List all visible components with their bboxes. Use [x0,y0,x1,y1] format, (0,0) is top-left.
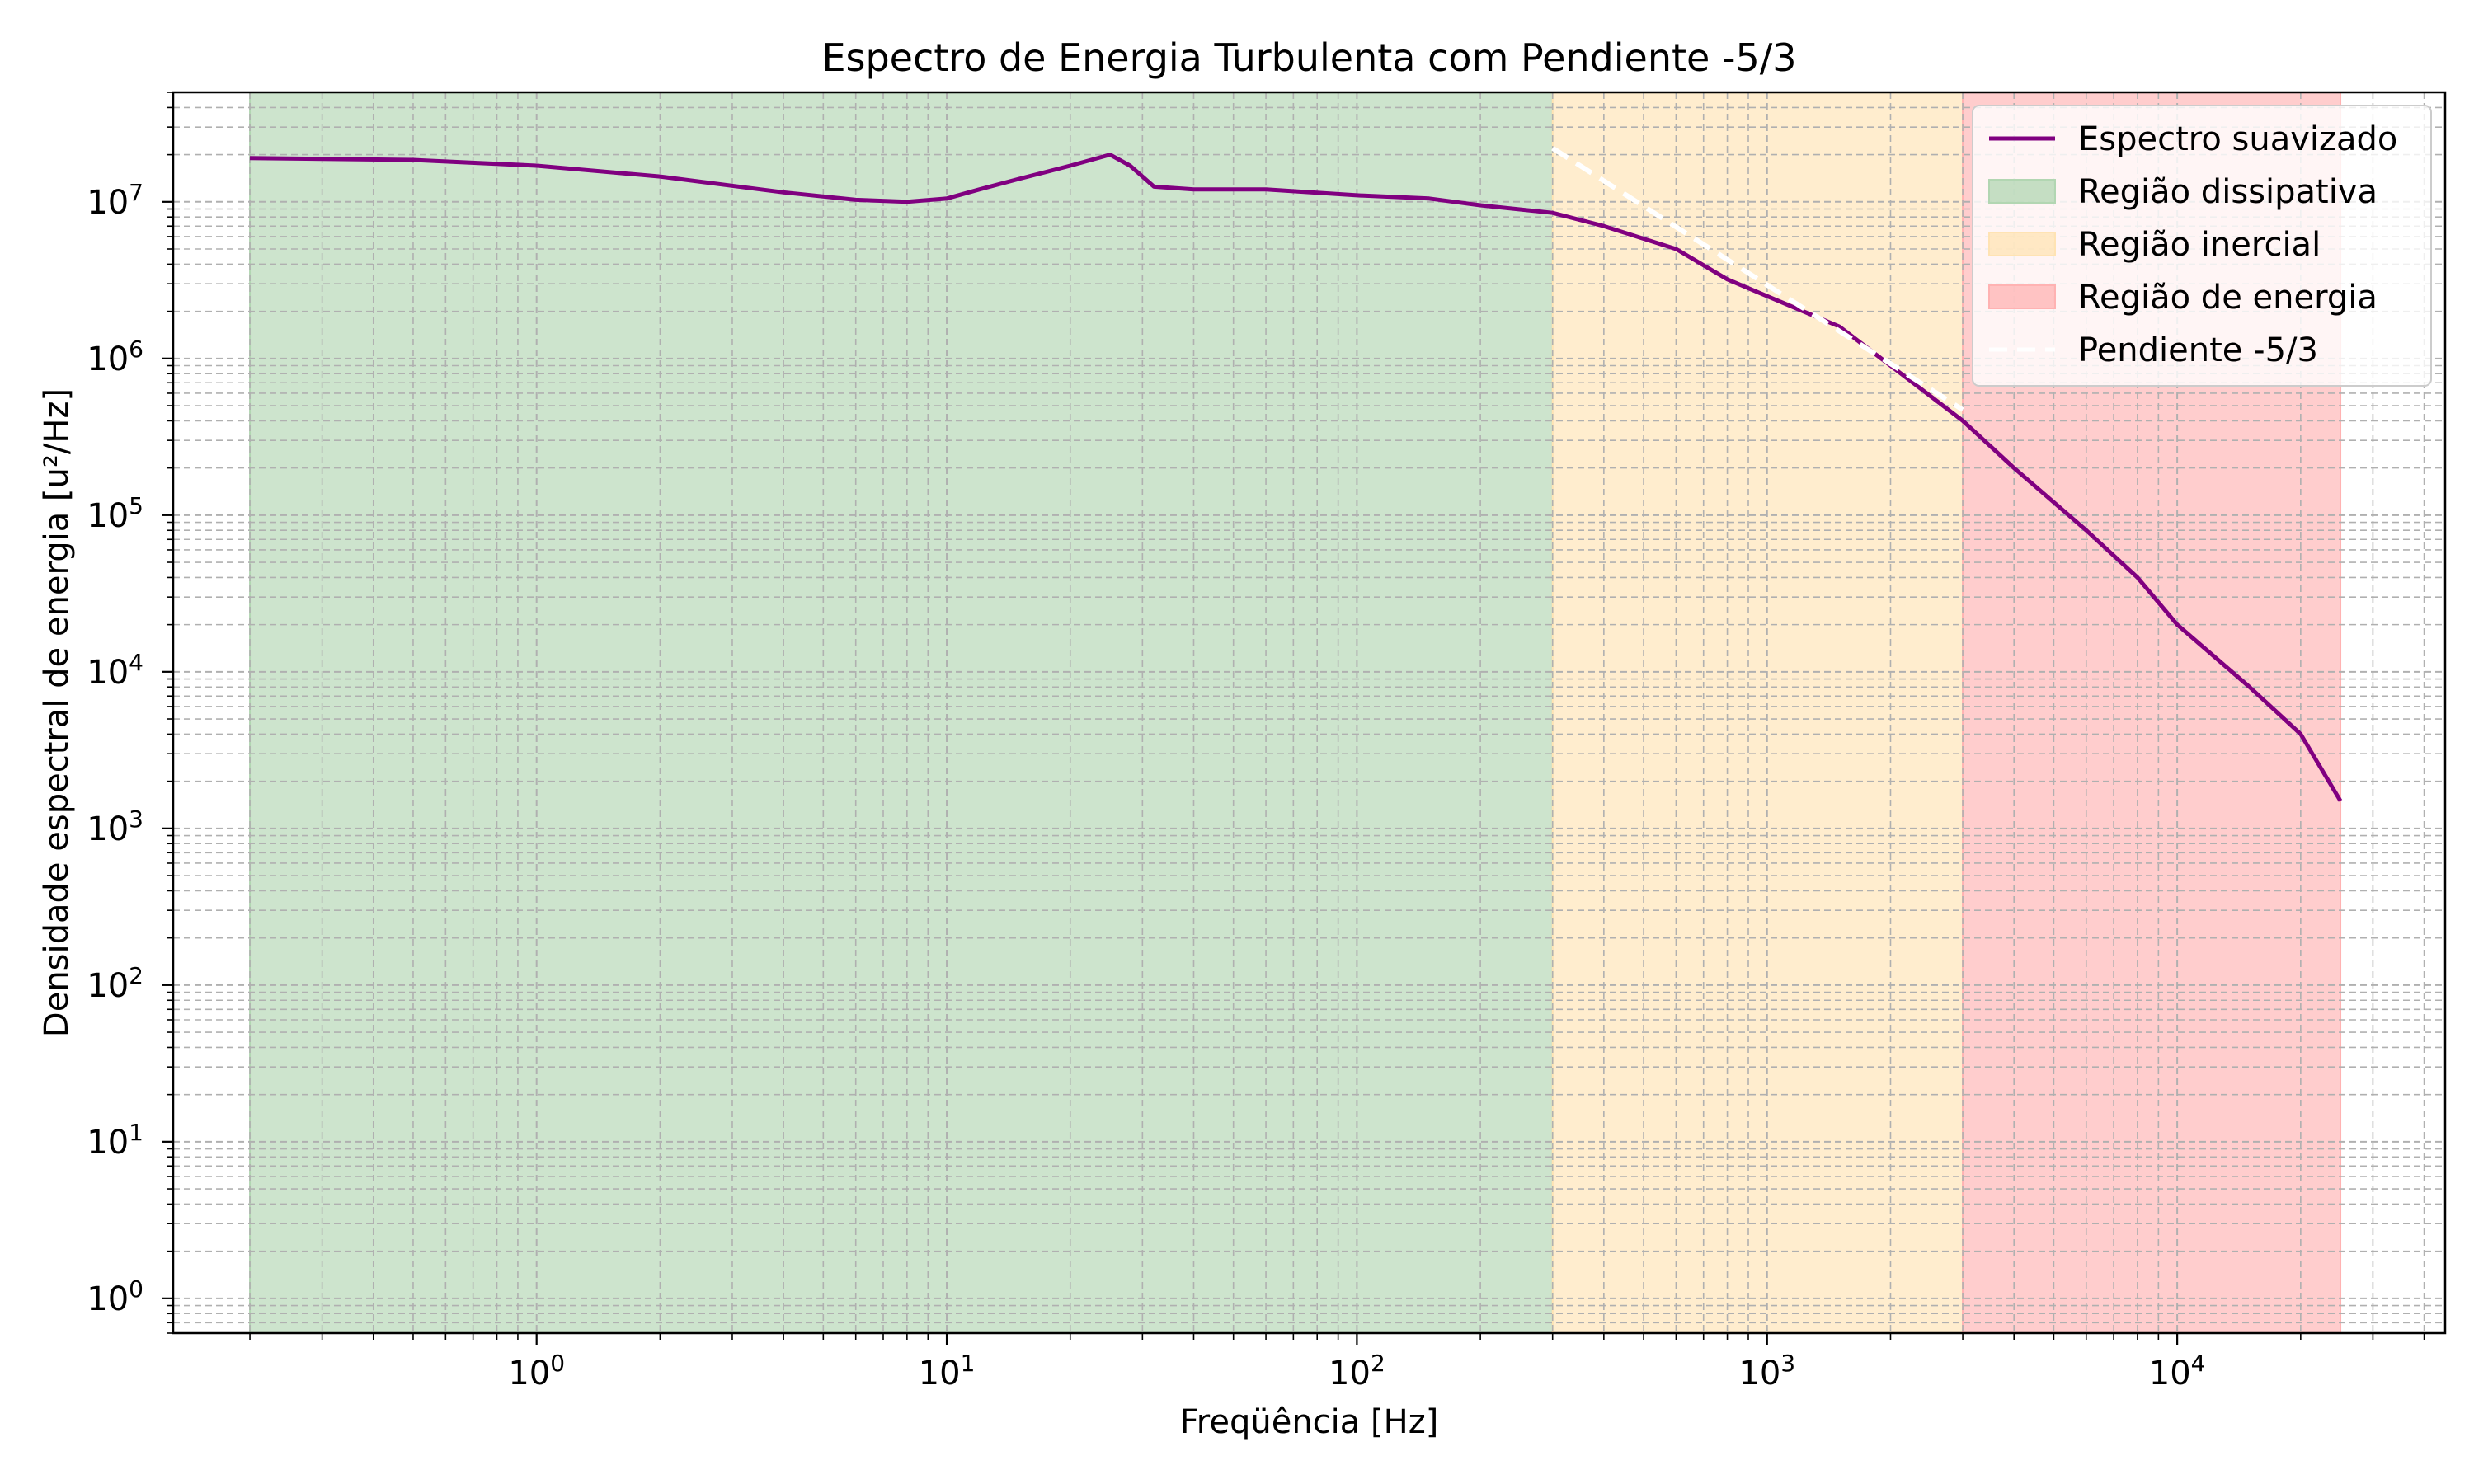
y-tick-label: 100 [87,1275,143,1318]
plot-frame [172,91,2447,1335]
legend-entry-label: Espectro suavizado [2078,120,2397,158]
legend-frame [1972,105,2432,387]
legend-marker-patch [1988,179,2056,204]
x-tick-label: 102 [1329,1350,1385,1392]
grid-layer [173,92,2445,1334]
legend-entry-label: Região inercial [2078,226,2321,264]
x-tick-label: 100 [508,1350,565,1392]
legend-marker-patch [1988,284,2056,309]
y-tick-label: 101 [87,1119,143,1162]
y-tick-label: 102 [87,962,143,1005]
series-layer [249,146,2343,802]
legend-entry-label: Região de energia [2078,279,2378,317]
y-tick-label: 105 [87,492,143,535]
y-axis-label: Densidade espectral de energia [u²/Hz] [38,388,76,1037]
y-tick-label: 106 [87,336,143,378]
region-band [1551,92,1964,1334]
y-tick-label: 107 [87,179,143,222]
x-tick-label: 101 [919,1350,976,1392]
ticks-layer: 100 101 102 103 104 100 101 102 103 104 105 106 107 [87,92,2425,1392]
x-tick-label: 104 [2149,1350,2206,1392]
chart-title: Espectro de Energia Turbulenta com Pendi… [821,35,1796,80]
y-tick-label: 104 [87,649,143,692]
legend-entry-label: Região dissipativa [2078,173,2378,211]
x-tick-label: 103 [1738,1350,1795,1392]
x-axis-label: Freqüência [Hz] [1180,1403,1439,1441]
series-line-espectro [249,153,2343,802]
region-band [249,92,1554,1334]
y-tick-label: 103 [87,805,143,848]
legend-entry-label: Pendiente -5/3 [2078,331,2318,369]
series-line-pendiente [1551,146,1964,412]
legend-marker-patch [1988,232,2056,256]
legend: Espectro suavizado Região dissipativa Regi… [1972,105,2432,387]
